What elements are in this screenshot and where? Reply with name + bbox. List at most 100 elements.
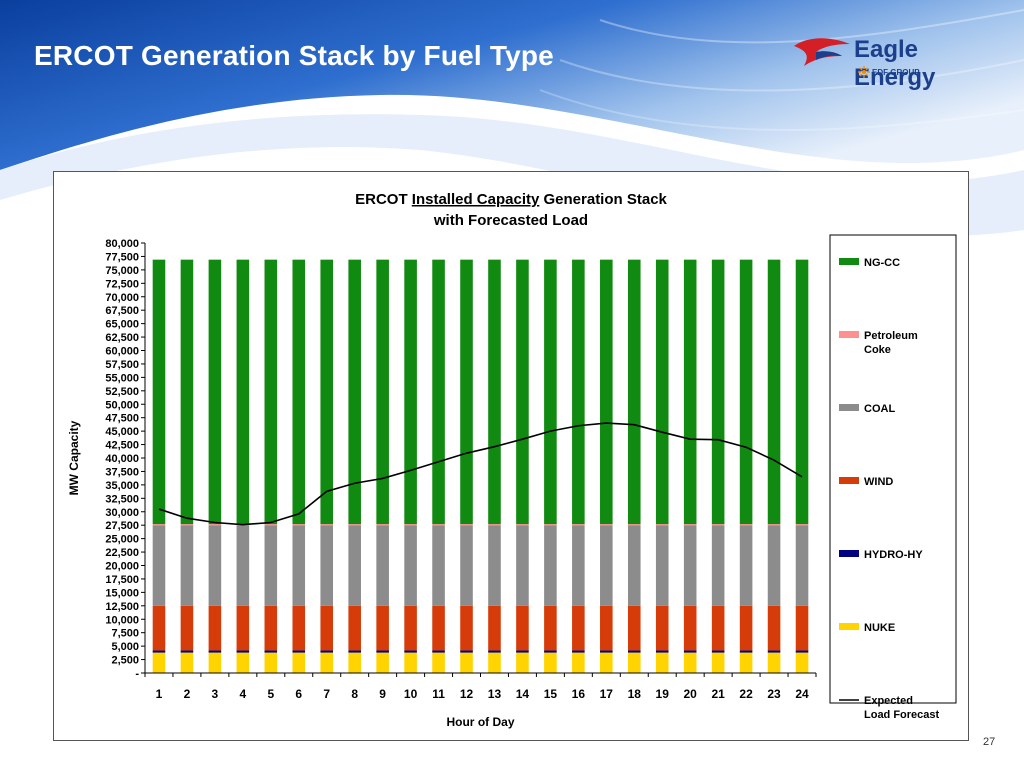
x-tick-label: 19 [656,687,670,701]
bar-petroleum-coke-hour-23 [767,524,781,526]
x-tick-label: 16 [572,687,586,701]
y-tick-label: 40,000 [105,453,139,465]
y-tick-label: 67,500 [105,305,139,317]
legend-swatch-hydro-hy [839,550,859,557]
bar-petroleum-coke-hour-1 [152,524,166,526]
bar-wind-hour-23 [767,605,781,651]
x-tick-label: 22 [739,687,753,701]
bar-hydro-hy-hour-2 [180,650,194,653]
bar-petroleum-coke-hour-10 [404,524,417,526]
logo-name: Eagle Energy [854,36,936,91]
bar-hydro-hy-hour-15 [544,650,557,653]
y-tick-label: 37,500 [105,466,139,478]
x-tick-label: 3 [212,687,219,701]
bar-wind-hour-10 [404,605,417,651]
bar-hydro-hy-hour-17 [600,650,613,653]
bar-wind-hour-24 [795,605,809,651]
bar-nuke-hour-14 [516,652,529,673]
bar-nuke-hour-3 [208,652,222,673]
x-tick-label: 13 [488,687,502,701]
bar-petroleum-coke-hour-12 [460,524,473,526]
bar-wind-hour-16 [572,605,585,651]
bar-coal-hour-13 [488,525,501,606]
y-tick-label: 72,500 [105,278,139,290]
y-tick-label: 47,500 [105,413,139,425]
bar-ng-cc-hour-1 [152,259,166,525]
bar-hydro-hy-hour-18 [627,650,641,653]
eagle-energy-logo: Eagle Energy EDF GROUP [790,30,1000,91]
legend-swatch-petroleum-coke [839,331,859,338]
x-tick-label: 14 [516,687,530,701]
bar-ng-cc-hour-22 [739,259,753,525]
y-tick-label: 30,000 [105,507,139,519]
bar-petroleum-coke-hour-7 [320,524,334,526]
legend-label-hydro-hy: HYDRO-HY [864,549,923,561]
bar-nuke-hour-13 [488,652,501,673]
x-tick-label: 8 [351,687,358,701]
bar-coal-hour-11 [432,525,445,606]
bar-hydro-hy-hour-13 [488,650,501,653]
bar-hydro-hy-hour-19 [655,650,669,653]
bar-coal-hour-10 [404,525,417,606]
bar-petroleum-coke-hour-18 [627,524,641,526]
bar-coal-hour-5 [264,525,278,606]
legend-label-expected-load-forecast: Expected Load Forecast [864,695,940,721]
bar-coal-hour-15 [544,525,557,606]
bar-wind-hour-9 [376,605,389,651]
chart-title-line2: with Forecasted Load [433,212,588,229]
page-number: 27 [983,736,996,748]
bar-coal-hour-23 [767,525,781,606]
bar-ng-cc-hour-14 [516,259,529,525]
bar-hydro-hy-hour-20 [683,650,697,653]
bar-ng-cc-hour-8 [348,259,361,525]
y-tick-label: 50,000 [105,399,139,411]
bar-hydro-hy-hour-23 [767,650,781,653]
y-tick-label: 70,000 [105,292,139,304]
bar-petroleum-coke-hour-6 [292,524,306,526]
bar-coal-hour-21 [711,525,725,606]
y-tick-label: 45,000 [105,426,139,438]
bar-ng-cc-hour-12 [460,259,473,525]
bar-petroleum-coke-hour-5 [264,524,278,526]
bar-hydro-hy-hour-5 [264,650,278,653]
bar-nuke-hour-5 [264,652,278,673]
bar-wind-hour-8 [348,605,361,651]
bar-nuke-hour-2 [180,652,194,673]
bar-ng-cc-hour-11 [432,259,445,525]
bar-coal-hour-16 [572,525,585,606]
bar-petroleum-coke-hour-2 [180,524,194,526]
y-tick-label: 17,500 [105,574,139,586]
bar-nuke-hour-20 [683,652,697,673]
bar-petroleum-coke-hour-9 [376,524,389,526]
bar-coal-hour-18 [627,525,641,606]
bar-hydro-hy-hour-24 [795,650,809,653]
bar-nuke-hour-12 [460,652,473,673]
bar-hydro-hy-hour-3 [208,650,222,653]
x-tick-label: 10 [404,687,418,701]
bar-hydro-hy-hour-21 [711,650,725,653]
x-tick-label: 18 [628,687,642,701]
bar-ng-cc-hour-16 [572,259,585,525]
y-tick-label: 42,500 [105,440,139,452]
chart-frame: ERCOT Installed Capacity Generation Stac… [53,171,969,741]
y-tick-label: 77,500 [105,251,139,263]
bar-wind-hour-15 [544,605,557,651]
bar-ng-cc-hour-15 [544,259,557,525]
bar-petroleum-coke-hour-14 [516,524,529,526]
bar-petroleum-coke-hour-22 [739,524,753,526]
legend-label-petroleum-coke: Petroleum Coke [864,330,918,356]
y-tick-label: 15,000 [105,587,139,599]
bar-hydro-hy-hour-9 [376,650,389,653]
x-tick-label: 4 [240,687,247,701]
bar-wind-hour-7 [320,605,334,651]
bar-ng-cc-hour-7 [320,259,334,525]
bar-petroleum-coke-hour-13 [488,524,501,526]
y-tick-label: 25,000 [105,534,139,546]
bar-ng-cc-hour-4 [236,259,250,525]
legend-label-wind: WIND [864,476,893,488]
bar-wind-hour-19 [655,605,669,651]
bar-coal-hour-9 [376,525,389,606]
bar-ng-cc-hour-20 [683,259,697,525]
chart-title-line1: ERCOT Installed Capacity Generation Stac… [355,191,667,208]
y-tick-label: 57,500 [105,359,139,371]
